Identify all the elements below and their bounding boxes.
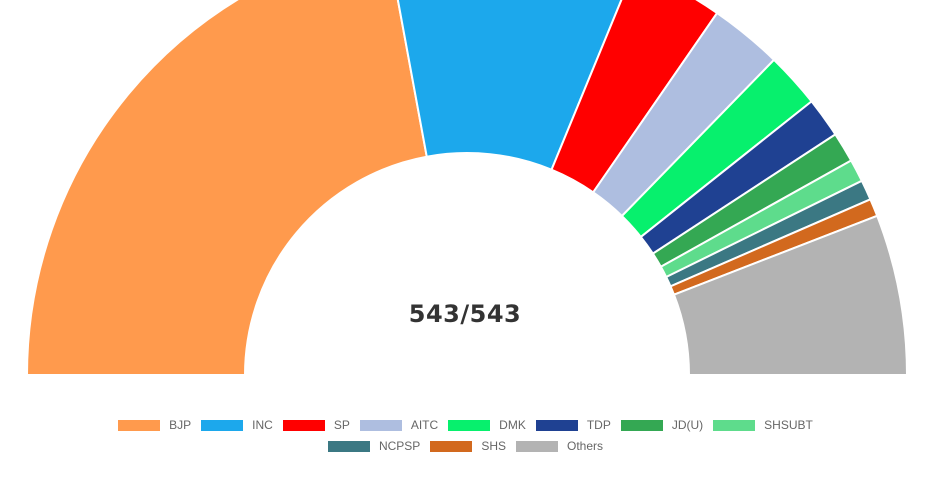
legend-label: JD(U) (671, 418, 704, 432)
legend-item-dmk[interactable]: DMK (448, 418, 526, 432)
legend-swatch (448, 419, 491, 431)
legend-item-tdp[interactable]: TDP (535, 418, 611, 432)
legend-swatch (516, 440, 558, 452)
legend-item-shs[interactable]: SHS (430, 439, 506, 453)
legend-item-shsubt[interactable]: SHSUBT (713, 418, 813, 432)
slice-inc[interactable] (387, 0, 634, 172)
legend-swatch (327, 440, 370, 452)
legend-item-bjp[interactable]: BJP (118, 418, 191, 432)
legend-label: Others (567, 439, 604, 453)
legend-label: TDP (586, 418, 611, 432)
legend-swatch (713, 419, 756, 431)
legend-item-aitc[interactable]: AITC (359, 418, 439, 432)
legend-swatch (118, 419, 161, 431)
legend-swatch (620, 419, 663, 431)
slice-bjp[interactable] (25, 0, 428, 376)
legend-item-ncpsp[interactable]: NCPSP (327, 439, 421, 453)
legend-swatch (535, 419, 578, 431)
legend-swatch (201, 419, 244, 431)
seat-total-label: 543/543 (408, 300, 522, 328)
legend-label: SHSUBT (764, 418, 813, 432)
legend-label: BJP (169, 418, 192, 432)
legend-label: SP (333, 418, 350, 432)
legend-label: SHS (481, 439, 506, 453)
legend-swatch (430, 440, 473, 452)
slice-others[interactable] (672, 214, 909, 376)
legend-label: NCPSP (378, 439, 421, 453)
legend-label: INC (252, 418, 273, 432)
legend-item-sp[interactable]: SP (282, 418, 350, 432)
legend-item-jd-u-[interactable]: JD(U) (620, 418, 704, 432)
legend-item-others[interactable]: Others (516, 439, 603, 453)
legend-item-inc[interactable]: INC (201, 418, 273, 432)
legend-swatch (359, 419, 402, 431)
legend-row-2: NCPSP SHS Others (0, 439, 931, 453)
legend-swatch (282, 419, 325, 431)
legend-row-1: BJP INC SP AITC DMK TDP JD(U) SHSUBT (0, 418, 931, 432)
legend-label: DMK (499, 418, 526, 432)
legend-label: AITC (410, 418, 439, 432)
